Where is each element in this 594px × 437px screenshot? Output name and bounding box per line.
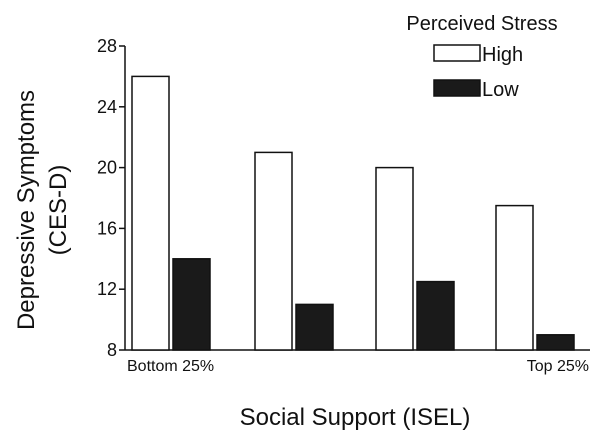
category-label: Bottom 25% — [127, 358, 214, 375]
y-tick-label: 12 — [97, 279, 117, 299]
legend-label-low: Low — [482, 79, 519, 101]
category-label: Top 25% — [527, 358, 589, 375]
bars — [131, 75, 575, 351]
legend-swatch-low — [433, 79, 481, 97]
y-tick-label: 16 — [97, 218, 117, 238]
y-tick-label: 24 — [97, 97, 117, 117]
bar-low-3 — [536, 334, 575, 351]
y-tick-label: 28 — [97, 36, 117, 56]
bar-high-2 — [375, 166, 414, 351]
x-axis-title: Social Support (ISEL) — [240, 404, 471, 431]
legend-title: Perceived Stress — [406, 13, 557, 35]
bar-high-1 — [254, 151, 293, 351]
bar-low-0 — [172, 258, 211, 351]
legend-swatch-high — [433, 44, 481, 62]
bar-high-0 — [131, 75, 170, 351]
bar-low-1 — [295, 303, 334, 351]
legend-label-high: High — [482, 44, 523, 66]
bar-low-2 — [416, 280, 455, 351]
y-tick-label: 20 — [97, 158, 117, 178]
category-labels: Bottom 25% Top 25% — [127, 358, 589, 375]
y-axis-title-line-1: Depressive Symptoms — [13, 90, 40, 330]
legend: Perceived Stress High Low — [406, 13, 557, 101]
bar-high-3 — [495, 204, 534, 351]
y-tick-label: 8 — [107, 340, 117, 360]
y-axis-ticks: 8 12 16 20 24 28 — [97, 36, 125, 360]
y-axis-title-line-2: (CES-D) — [45, 165, 72, 256]
